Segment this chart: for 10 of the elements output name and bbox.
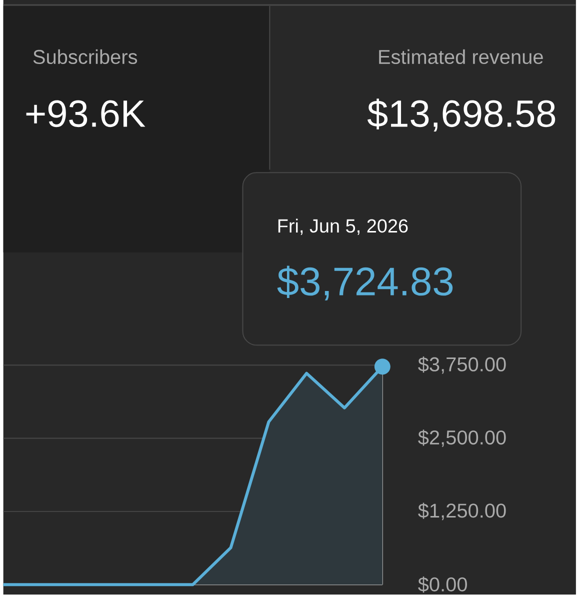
text: Fri, Jun 5, 2026 xyxy=(278,218,408,235)
text: $13,698.58 xyxy=(368,98,556,132)
y-tick-label: $3,750.00 xyxy=(418,356,506,374)
text: +93.6K xyxy=(26,100,146,128)
y-tick-label: $2,500.00 xyxy=(418,430,506,447)
y-tick-label: $1,250.00 xyxy=(418,502,506,520)
text: $3,724.83 xyxy=(277,266,453,300)
y-tick-label: $0.00 xyxy=(418,576,468,593)
text: Subscribers xyxy=(34,49,138,64)
text: Estimated revenue xyxy=(379,49,544,64)
